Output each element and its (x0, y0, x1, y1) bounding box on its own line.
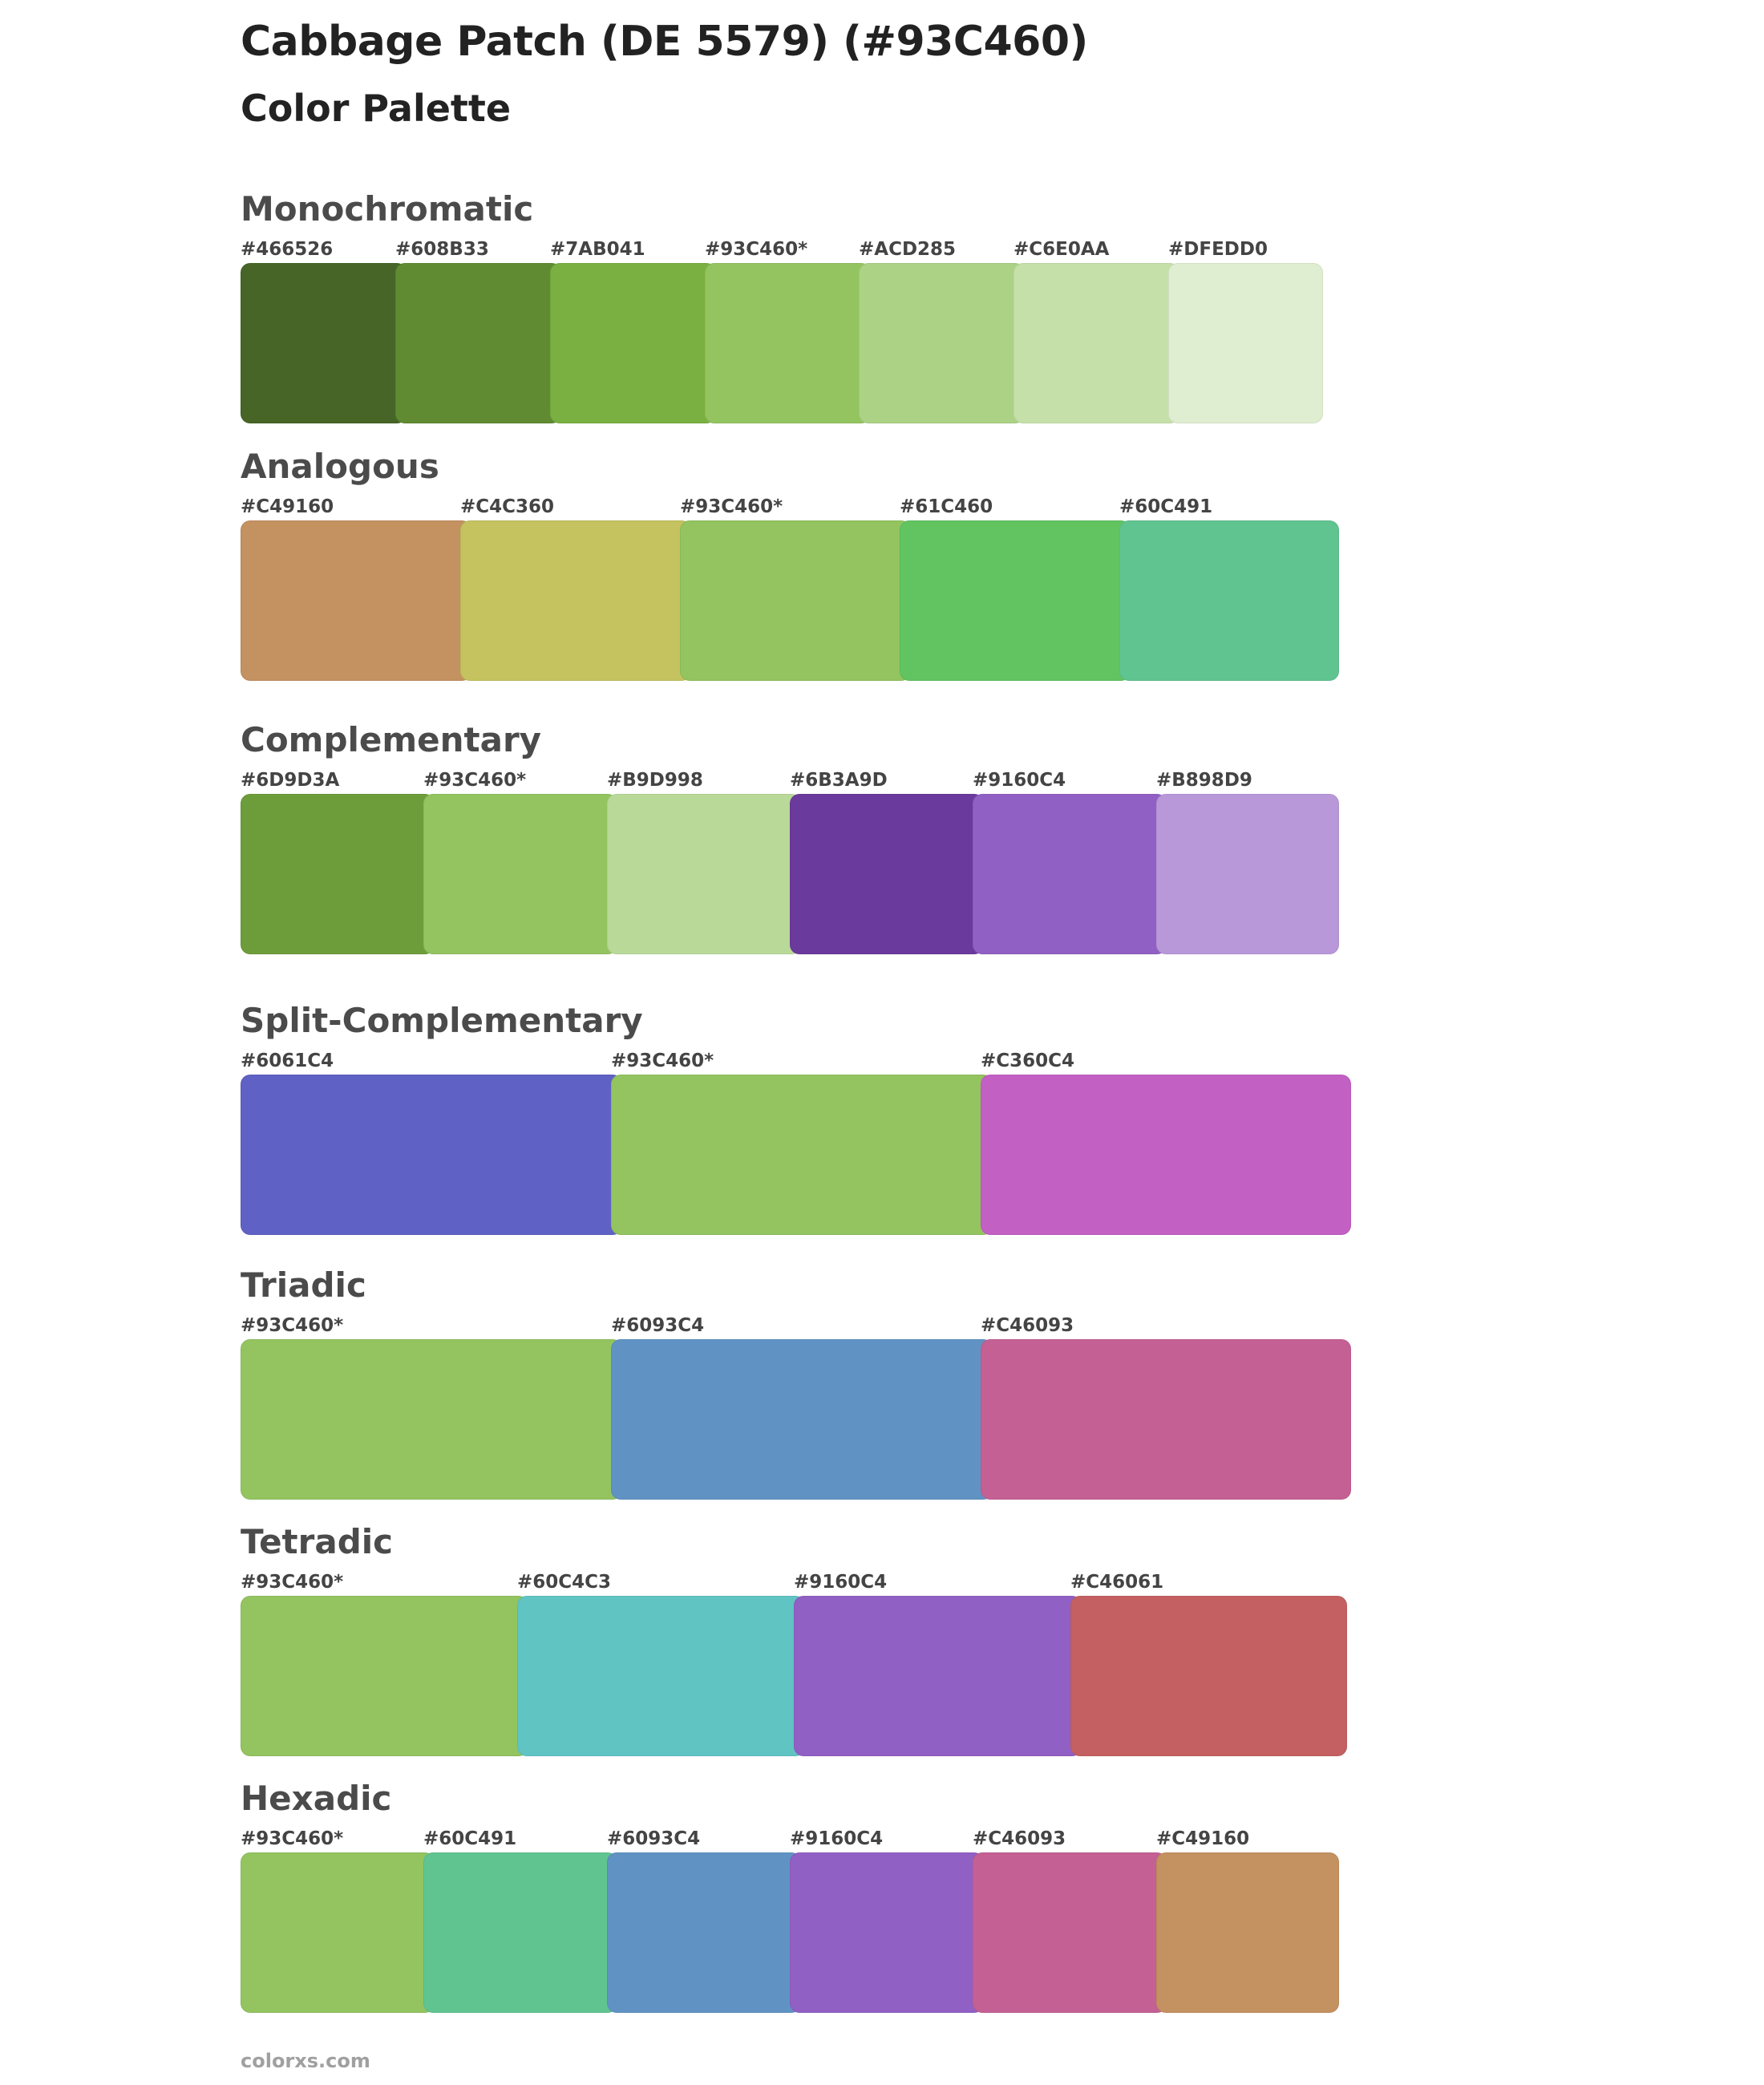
swatch-hex-label: #ACD285 (859, 239, 957, 260)
color-swatch[interactable] (1070, 1596, 1347, 1756)
color-swatch[interactable] (680, 520, 911, 681)
swatch-hex-label: #60C491 (1119, 496, 1213, 517)
color-swatch[interactable] (1119, 520, 1339, 681)
swatch-hex-label: #C49160 (1156, 1828, 1250, 1849)
color-swatch[interactable] (517, 1596, 805, 1756)
site-credit[interactable]: colorxs.com (241, 2050, 370, 2072)
section-title: Split-Complementary (241, 1001, 643, 1040)
swatch-row (241, 520, 1339, 681)
swatch-hex-label: #93C460* (241, 1315, 344, 1336)
swatch-hex-label: #9160C4 (794, 1572, 888, 1593)
swatch-hex-label: #C4C360 (460, 496, 555, 517)
color-swatch[interactable] (460, 520, 691, 681)
color-swatch[interactable] (423, 1852, 617, 2013)
color-swatch[interactable] (790, 794, 984, 954)
swatch-hex-label: #93C460* (241, 1828, 344, 1849)
color-swatch[interactable] (241, 794, 435, 954)
color-swatch[interactable] (1156, 1852, 1339, 2013)
swatch-hex-label: #93C460* (423, 770, 527, 791)
swatch-hex-label: #60C4C3 (517, 1572, 612, 1593)
color-swatch[interactable] (1168, 263, 1323, 423)
swatch-hex-label: #466526 (241, 239, 334, 260)
color-swatch[interactable] (973, 794, 1167, 954)
section-title: Monochromatic (241, 189, 534, 229)
color-swatch[interactable] (395, 263, 561, 423)
swatch-hex-label: #B9D998 (607, 770, 703, 791)
swatch-hex-label: #93C460* (611, 1051, 714, 1071)
swatch-hex-label: #C6E0AA (1013, 239, 1110, 260)
color-swatch[interactable] (241, 1852, 435, 2013)
section-title: Hexadic (241, 1779, 392, 1818)
color-swatch[interactable] (859, 263, 1025, 423)
color-swatch[interactable] (794, 1596, 1082, 1756)
color-swatch[interactable] (981, 1075, 1351, 1235)
swatch-hex-label: #C49160 (241, 496, 334, 517)
swatch-row (241, 794, 1339, 954)
swatch-hex-label: #6093C4 (611, 1315, 705, 1336)
swatch-hex-label: #93C460* (705, 239, 808, 260)
swatch-hex-label: #60C491 (423, 1828, 517, 1849)
swatch-row (241, 263, 1323, 423)
color-swatch[interactable] (1013, 263, 1179, 423)
color-swatch[interactable] (241, 1075, 622, 1235)
swatch-hex-label: #6D9D3A (241, 770, 340, 791)
swatch-hex-label: #9160C4 (790, 1828, 884, 1849)
color-swatch[interactable] (790, 1852, 984, 2013)
color-swatch[interactable] (241, 520, 471, 681)
section-title: Complementary (241, 720, 542, 759)
swatch-hex-label: #DFEDD0 (1168, 239, 1268, 260)
color-swatch[interactable] (611, 1339, 993, 1500)
swatch-row (241, 1075, 1351, 1235)
swatch-hex-label: #61C460 (900, 496, 993, 517)
swatch-hex-label: #93C460* (241, 1572, 344, 1593)
swatch-hex-label: #9160C4 (973, 770, 1066, 791)
color-swatch[interactable] (241, 263, 407, 423)
section-title: Triadic (241, 1265, 366, 1305)
color-swatch[interactable] (550, 263, 716, 423)
swatch-hex-label: #6B3A9D (790, 770, 888, 791)
color-swatch[interactable] (900, 520, 1131, 681)
swatch-hex-label: #93C460* (680, 496, 783, 517)
color-swatch[interactable] (423, 794, 617, 954)
swatch-row (241, 1596, 1347, 1756)
color-swatch[interactable] (973, 1852, 1167, 2013)
color-swatch[interactable] (241, 1339, 622, 1500)
color-swatch[interactable] (705, 263, 871, 423)
swatch-hex-label: #7AB041 (550, 239, 645, 260)
page-subtitle: Color Palette (241, 87, 512, 130)
swatch-hex-label: #C360C4 (981, 1051, 1075, 1071)
swatch-hex-label: #C46093 (973, 1828, 1066, 1849)
swatch-row (241, 1339, 1351, 1500)
section-title: Analogous (241, 447, 439, 486)
section-title: Tetradic (241, 1522, 394, 1561)
swatch-hex-label: #B898D9 (1156, 770, 1252, 791)
page-title: Cabbage Patch (DE 5579) (#93C460) (241, 18, 1088, 66)
swatch-hex-label: #C46093 (981, 1315, 1074, 1336)
color-swatch[interactable] (241, 1596, 528, 1756)
swatch-hex-label: #608B33 (395, 239, 489, 260)
color-swatch[interactable] (607, 1852, 801, 2013)
swatch-hex-label: #6061C4 (241, 1051, 334, 1071)
swatch-hex-label: #6093C4 (607, 1828, 701, 1849)
color-swatch[interactable] (981, 1339, 1351, 1500)
color-swatch[interactable] (1156, 794, 1339, 954)
swatch-hex-label: #C46061 (1070, 1572, 1164, 1593)
color-swatch[interactable] (607, 794, 801, 954)
swatch-row (241, 1852, 1339, 2013)
color-swatch[interactable] (611, 1075, 993, 1235)
